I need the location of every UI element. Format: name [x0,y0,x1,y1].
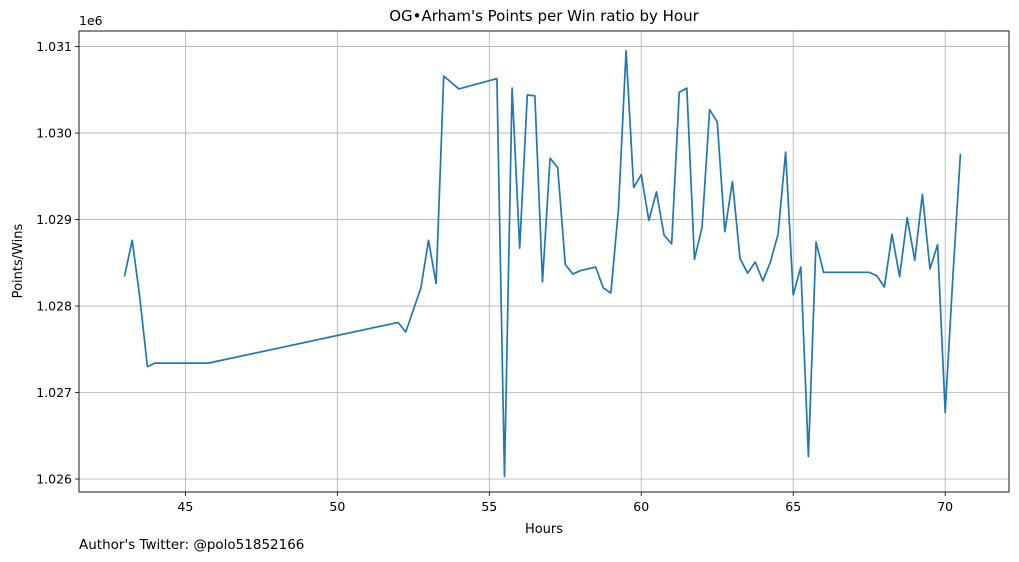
x-axis-label: Hours [525,522,563,537]
y-axis-label: Points/Wins [11,223,26,298]
x-axis: 45 50 55 60 65 70 [177,492,953,514]
y-tick-label: 1.029 [36,212,72,227]
x-tick-label: 70 [937,499,953,514]
x-tick-label: 60 [633,499,649,514]
y-offset-label: 1e6 [79,13,103,28]
y-tick-label: 1.027 [36,385,72,400]
plot-area-frame [78,30,1010,493]
grid-lines [79,31,1009,492]
chart-title: OG•Arham's Points per Win ratio by Hour [389,7,699,25]
series-line [123,50,962,478]
author-twitter-note: Author's Twitter: @polo51852166 [79,537,305,553]
x-tick-label: 45 [177,499,193,514]
x-tick-label: 65 [785,499,801,514]
y-tick-label: 1.031 [36,39,72,54]
series-layer [123,50,962,478]
y-tick-label: 1.028 [36,299,72,314]
x-tick-label: 50 [329,499,345,514]
y-axis: 1.026 1.027 1.028 1.029 1.030 1.031 [36,39,79,487]
x-tick-label: 55 [481,499,497,514]
y-tick-label: 1.030 [36,126,72,141]
y-tick-label: 1.026 [36,472,72,487]
